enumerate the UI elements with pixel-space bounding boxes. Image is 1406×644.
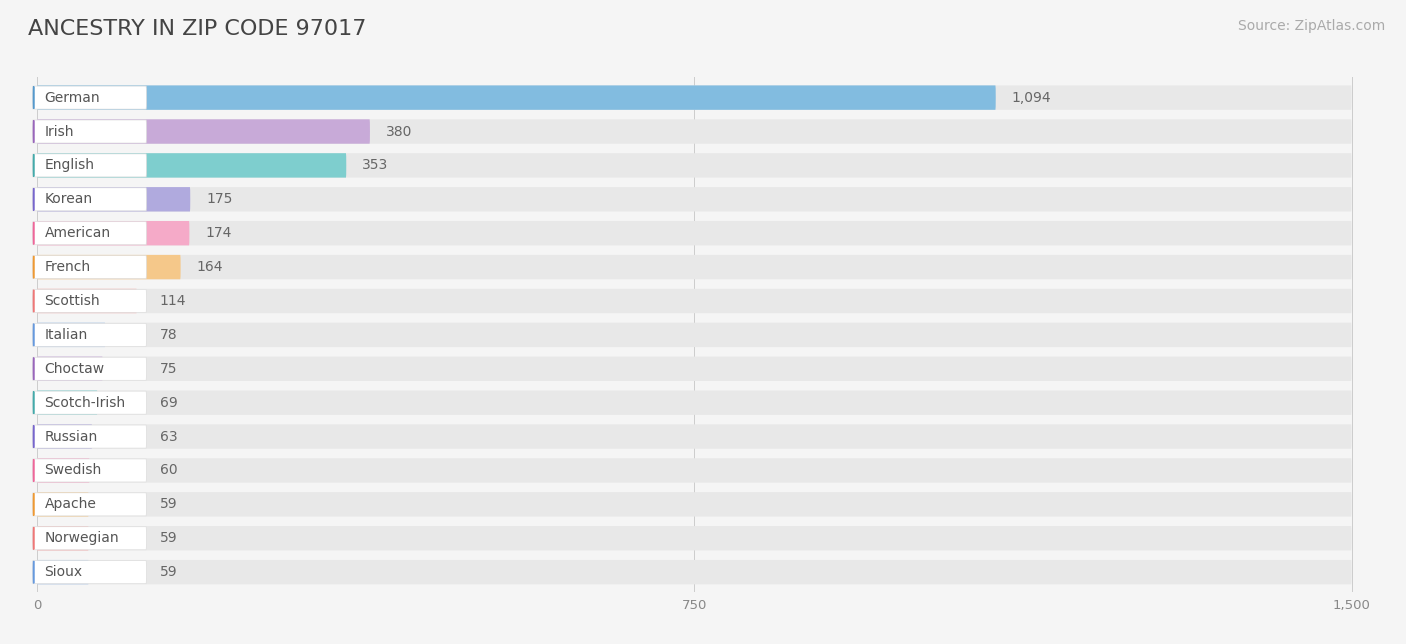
Text: 353: 353 — [363, 158, 388, 173]
Text: 69: 69 — [160, 395, 177, 410]
FancyBboxPatch shape — [37, 459, 1351, 482]
FancyBboxPatch shape — [37, 289, 136, 313]
Text: Scottish: Scottish — [45, 294, 100, 308]
FancyBboxPatch shape — [32, 357, 146, 381]
FancyBboxPatch shape — [37, 153, 346, 178]
FancyBboxPatch shape — [32, 256, 146, 279]
FancyBboxPatch shape — [37, 459, 90, 482]
FancyBboxPatch shape — [37, 424, 1351, 449]
FancyBboxPatch shape — [37, 86, 1351, 110]
FancyBboxPatch shape — [32, 391, 146, 414]
Text: American: American — [45, 226, 111, 240]
FancyBboxPatch shape — [37, 86, 995, 110]
Text: 63: 63 — [160, 430, 177, 444]
FancyBboxPatch shape — [37, 390, 1351, 415]
FancyBboxPatch shape — [32, 289, 146, 312]
Text: 175: 175 — [207, 193, 232, 206]
FancyBboxPatch shape — [37, 357, 1351, 381]
FancyBboxPatch shape — [37, 289, 1351, 313]
Text: 380: 380 — [385, 124, 412, 138]
FancyBboxPatch shape — [37, 526, 1351, 551]
FancyBboxPatch shape — [37, 560, 1351, 584]
Text: Sioux: Sioux — [45, 565, 83, 579]
Text: Russian: Russian — [45, 430, 98, 444]
Text: 1,094: 1,094 — [1011, 91, 1052, 104]
Text: German: German — [45, 91, 100, 104]
Text: Source: ZipAtlas.com: Source: ZipAtlas.com — [1237, 19, 1385, 33]
Text: Apache: Apache — [45, 497, 97, 511]
FancyBboxPatch shape — [32, 86, 146, 109]
FancyBboxPatch shape — [32, 459, 146, 482]
FancyBboxPatch shape — [37, 153, 1351, 178]
Text: Choctaw: Choctaw — [45, 362, 104, 376]
Text: Swedish: Swedish — [45, 464, 101, 477]
Text: 174: 174 — [205, 226, 232, 240]
FancyBboxPatch shape — [32, 527, 146, 550]
Text: Scotch-Irish: Scotch-Irish — [45, 395, 125, 410]
Text: Korean: Korean — [45, 193, 93, 206]
Text: 59: 59 — [160, 565, 177, 579]
FancyBboxPatch shape — [37, 492, 89, 516]
FancyBboxPatch shape — [37, 255, 180, 279]
FancyBboxPatch shape — [37, 255, 1351, 279]
Text: Irish: Irish — [45, 124, 75, 138]
FancyBboxPatch shape — [37, 424, 93, 449]
Text: English: English — [45, 158, 94, 173]
FancyBboxPatch shape — [32, 120, 146, 143]
Text: 60: 60 — [160, 464, 177, 477]
FancyBboxPatch shape — [32, 493, 146, 516]
Text: ANCESTRY IN ZIP CODE 97017: ANCESTRY IN ZIP CODE 97017 — [28, 19, 367, 39]
Text: 78: 78 — [160, 328, 177, 342]
Text: 59: 59 — [160, 531, 177, 545]
FancyBboxPatch shape — [37, 323, 1351, 347]
FancyBboxPatch shape — [37, 221, 1351, 245]
FancyBboxPatch shape — [32, 188, 146, 211]
Text: Italian: Italian — [45, 328, 87, 342]
FancyBboxPatch shape — [37, 323, 105, 347]
FancyBboxPatch shape — [32, 561, 146, 583]
FancyBboxPatch shape — [37, 119, 370, 144]
FancyBboxPatch shape — [37, 492, 1351, 516]
FancyBboxPatch shape — [37, 119, 1351, 144]
Text: 59: 59 — [160, 497, 177, 511]
FancyBboxPatch shape — [37, 526, 89, 551]
FancyBboxPatch shape — [32, 323, 146, 346]
FancyBboxPatch shape — [37, 187, 1351, 211]
Text: 114: 114 — [160, 294, 186, 308]
Text: 164: 164 — [197, 260, 224, 274]
Text: Norwegian: Norwegian — [45, 531, 120, 545]
Text: French: French — [45, 260, 90, 274]
FancyBboxPatch shape — [37, 187, 190, 211]
FancyBboxPatch shape — [37, 390, 97, 415]
FancyBboxPatch shape — [32, 222, 146, 245]
FancyBboxPatch shape — [37, 221, 190, 245]
FancyBboxPatch shape — [32, 425, 146, 448]
Text: 75: 75 — [160, 362, 177, 376]
FancyBboxPatch shape — [32, 154, 146, 177]
FancyBboxPatch shape — [37, 357, 103, 381]
FancyBboxPatch shape — [37, 560, 89, 584]
